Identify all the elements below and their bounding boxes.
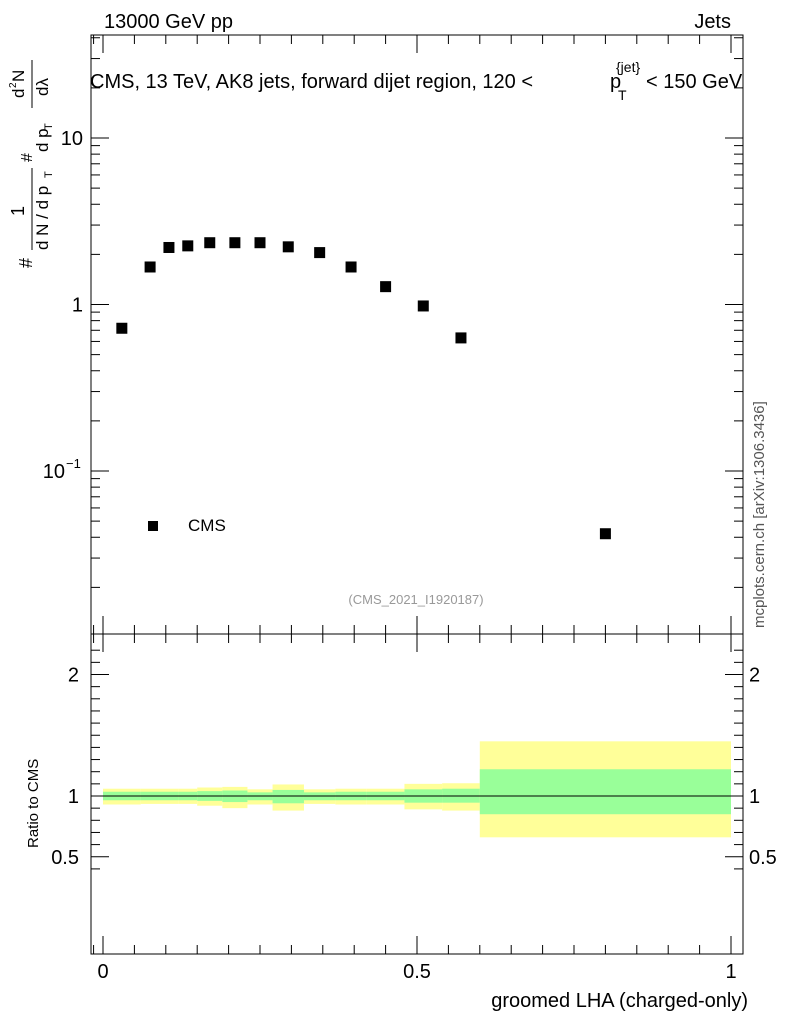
band-inner [479,769,731,815]
ylabel-hash-1: # [16,258,36,268]
data-points [116,237,611,540]
header-left: 13000 GeV pp [104,11,233,33]
plot-title-pt-sup: {jet} [616,59,640,75]
data-point-cms [144,261,156,273]
plot-title-tail: < 150 GeV [646,71,743,93]
ylabel-dpt: d p [33,128,52,152]
plot-title: CMS, 13 TeV, AK8 jets, forward dijet reg… [90,71,533,93]
ylabel-hash-2: # [19,153,36,162]
ratio-y-tick-label-left: 1 [68,786,79,808]
ylabel-dtwo-d: d [9,89,28,98]
data-point-cms [599,528,611,540]
data-point-cms [282,241,294,253]
ylabel-dlambda: dλ [33,78,52,96]
data-point-cms [229,237,241,249]
ratio-y-tick-label-right: 1 [749,786,760,808]
data-point-cms [380,281,392,293]
plot-title-pt: p [610,71,621,93]
main-plot-ticks [91,35,743,634]
data-point-cms [182,240,194,252]
data-point-cms [417,300,429,312]
ratio-y-axis-label: Ratio to CMS [25,759,42,848]
legend-label-cms: CMS [188,516,226,535]
ylabel-one: 1 [8,206,28,216]
x-tick-label: 0 [97,961,108,983]
analysis-reference: (CMS_2021_I1920187) [348,592,483,607]
data-point-cms [314,247,326,259]
ratio-y-tick-label-left: 2 [68,665,79,687]
data-point-cms [254,237,266,249]
ylabel-dpt-sub: T [43,123,55,130]
side-watermark: mcplots.cern.ch [arXiv:1306.3436] [751,401,768,628]
ylabel-dtwo-n: N [9,70,28,82]
ratio-y-tick-label-right: 2 [749,665,760,687]
main-y-axis-label: # 1 d N / d p T # d p T d 2 N dλ [8,60,55,268]
x-tick-label: 0.5 [403,961,431,983]
ratio-y-tick-label-right: 0.5 [749,847,777,869]
data-point-cms [116,322,128,334]
y-tick-label-exp: −1 [66,456,81,471]
header-right: Jets [694,11,731,33]
ratio-tick-labels: 2 2 1 1 0.5 0.5 0 0.5 1 [51,665,777,984]
x-axis-label: groomed LHA (charged-only) [491,990,748,1012]
x-tick-label: 1 [725,961,736,983]
plot-title-pt-sub: T [618,87,627,103]
ratio-panel: 2 2 1 1 0.5 0.5 0 0.5 1 [51,633,777,984]
ratio-ticks [91,634,743,954]
legend-marker-cms [148,521,158,531]
y-tick-label: 10 [61,128,83,150]
data-point-cms [455,332,467,344]
ylabel-dtwo-exp: 2 [8,82,19,88]
ratio-y-tick-label-left: 0.5 [51,847,79,869]
uncertainty-bands [103,741,731,838]
data-point-cms [163,241,175,253]
y-tick-label-exp-base: 10 [43,461,65,483]
data-point-cms [204,237,216,249]
data-point-cms [345,261,357,273]
ylabel-denom-sub: T [43,171,55,178]
main-plot-frame [90,34,744,635]
y-tick-label: 1 [72,295,83,317]
ylabel-denom: d N / d p [33,186,52,250]
band-inner [272,789,304,804]
